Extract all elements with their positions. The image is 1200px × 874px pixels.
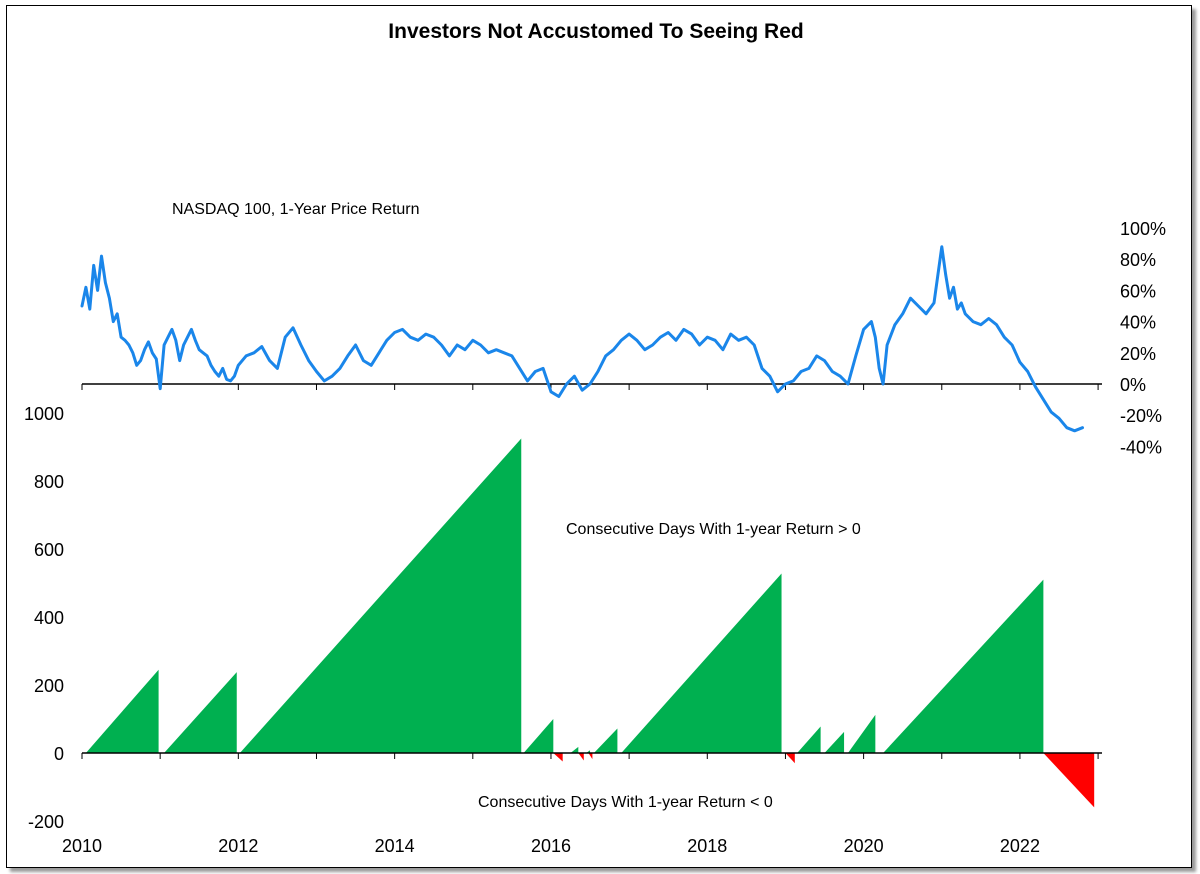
top-y-tick-label: -20% [1120,406,1162,426]
top-y-tick-label: 0% [1120,375,1146,395]
bottom-y-tick-label: 1000 [24,404,64,424]
positive-run-area [824,731,845,753]
bottom-y-tick-label: 600 [34,540,64,560]
x-tick-label: 2010 [62,836,102,856]
x-tick-label: 2022 [1000,836,1040,856]
nasdaq-return-line [80,245,1084,433]
x-tick-label: 2018 [687,836,727,856]
positive-run-area [239,438,522,753]
x-tick-label: 2012 [218,836,258,856]
positive-run-area [523,719,554,753]
top-y-tick-label: 60% [1120,281,1156,301]
positive-run-area [797,726,821,753]
bottom-panel-y-axis: 1000 800 600 400 200 0 -200 [24,404,64,832]
positive-run-area [593,728,618,753]
x-tick-label: 2016 [531,836,571,856]
positive-run-area [847,714,876,753]
top-y-tick-label: -40% [1120,437,1162,457]
positive-run-area [164,672,237,753]
top-y-tick-label: 80% [1120,250,1156,270]
top-y-tick-label: 100% [1120,219,1166,239]
chart-title: Investors Not Accustomed To Seeing Red [388,20,803,43]
negative-run-area [588,753,593,760]
positive-run-area [621,573,782,753]
negative-run-area [578,753,584,761]
negative-days-label: Consecutive Days With 1-year Return < 0 [478,794,773,811]
nasdaq-series-label: NASDAQ 100, 1-Year Price Return [172,201,420,218]
x-axis: 2010 2012 2014 2016 2018 2020 2022 [62,836,1040,856]
positive-days-label: Consecutive Days With 1-year Return > 0 [566,521,861,538]
bottom-y-tick-label: 400 [34,608,64,628]
x-tick-label: 2014 [375,836,415,856]
consecutive-days-areas [85,438,1095,808]
bottom-y-tick-label: -200 [28,812,64,832]
negative-run-area [553,753,563,762]
bottom-y-tick-label: 0 [54,744,64,764]
zero-lines [81,383,1102,759]
positive-run-area [85,669,159,753]
negative-run-area [1043,753,1095,808]
negative-run-area [785,753,795,764]
top-y-tick-label: 20% [1120,344,1156,364]
nasdaq-line-layer [80,245,1084,433]
top-y-tick-label: 40% [1120,313,1156,333]
top-panel-y-axis: 100% 80% 60% 40% 20% 0% -20% -40% [1120,219,1166,457]
bottom-y-tick-label: 800 [34,472,64,492]
positive-run-area [570,746,579,753]
x-tick-label: 2020 [844,836,884,856]
bottom-y-tick-label: 200 [34,676,64,696]
positive-run-area [883,579,1044,753]
